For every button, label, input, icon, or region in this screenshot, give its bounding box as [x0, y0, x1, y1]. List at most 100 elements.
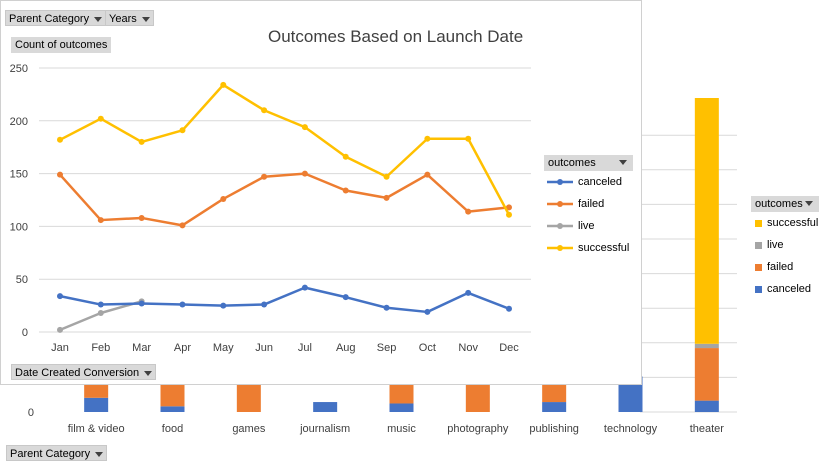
line-legend-item-failed: failed: [544, 193, 633, 215]
parent-category-filter-button[interactable]: Parent Category: [5, 10, 107, 26]
data-point-canceled: [97, 301, 104, 308]
bar-category-label: photography: [447, 423, 509, 435]
data-point-failed: [301, 170, 308, 177]
data-point-successful: [57, 136, 63, 143]
chevron-down-icon: [619, 160, 627, 165]
data-point-successful: [138, 138, 145, 145]
chevron-down-icon: [141, 16, 150, 22]
bar-legend-item-successful: successful: [751, 212, 819, 234]
y-tick-label: 0: [22, 327, 28, 339]
line-legend-title: outcomes: [548, 157, 596, 169]
data-point-successful: [179, 127, 186, 134]
data-point-failed: [261, 173, 268, 180]
legend-swatch-icon: [755, 219, 762, 227]
data-point-successful: [342, 153, 349, 160]
legend-line-marker-icon: [547, 179, 573, 186]
legend-line-marker-icon: [547, 223, 573, 230]
series-line-successful: [59, 83, 511, 216]
data-point-live: [57, 326, 63, 333]
line-legend-item-successful: successful: [544, 237, 633, 259]
bar-category-label: film & video: [68, 423, 125, 435]
data-point-canceled: [138, 300, 145, 307]
date-created-conversion-label: Date Created Conversion: [15, 367, 140, 379]
bar-segment-canceled: [313, 402, 338, 412]
x-tick-label: Jan: [51, 342, 69, 354]
line-legend-header[interactable]: outcomes: [544, 155, 633, 171]
chevron-down-icon: [95, 451, 104, 457]
data-point-successful: [220, 81, 227, 88]
line-chart-plot: 0 50 100 150 200 250 Jan Feb Mar Apr May Jun Jul Aug S…: [10, 63, 531, 354]
legend-line-marker-icon: [547, 245, 573, 252]
legend-label: live: [767, 239, 784, 251]
x-tick-label: Aug: [336, 342, 356, 354]
line-chart-panel: 0 50 100 150 200 250 Jan Feb Mar Apr May Jun Jul Aug S…: [0, 0, 642, 385]
data-point-successful: [424, 135, 431, 142]
bar-legend-title: outcomes: [755, 198, 803, 210]
y-tick-label: 200: [10, 116, 28, 128]
bar-segment-canceled: [542, 402, 567, 412]
x-tick-label: Feb: [91, 342, 110, 354]
bar-category-label: games: [232, 423, 266, 435]
y-tick-label: 100: [10, 221, 28, 233]
legend-line-marker-icon: [547, 201, 573, 208]
y-tick-label: 150: [10, 169, 28, 181]
years-filter-button[interactable]: Years: [105, 10, 154, 26]
data-point-canceled: [342, 294, 349, 301]
x-tick-label: Jun: [255, 342, 273, 354]
x-tick-label: Dec: [499, 342, 519, 354]
bar-legend-item-live: live: [751, 234, 819, 256]
data-point-canceled: [465, 289, 472, 296]
data-point-canceled: [261, 301, 268, 308]
data-point-failed: [465, 208, 472, 215]
data-point-successful: [383, 173, 390, 180]
years-filter-label: Years: [109, 13, 137, 25]
x-tick-label: Jul: [298, 342, 312, 354]
bar-category-label: theater: [690, 423, 725, 435]
data-point-failed: [179, 222, 186, 229]
chevron-down-icon: [805, 201, 813, 206]
legend-label: failed: [578, 198, 605, 210]
parent-category-filter-bottom-label: Parent Category: [10, 448, 91, 460]
chevron-down-icon: [144, 370, 153, 376]
bar-segment-failed: [694, 348, 719, 401]
bar-segment-live: [694, 343, 719, 349]
data-point-successful: [465, 135, 472, 142]
data-point-failed: [383, 194, 390, 201]
data-point-canceled: [57, 293, 63, 300]
legend-label: successful: [767, 217, 819, 229]
data-point-failed: [220, 195, 227, 202]
data-point-failed: [506, 204, 512, 211]
line-chart-legend: outcomes canceled failed live successful: [544, 155, 633, 259]
bar-segment-canceled: [389, 403, 414, 412]
data-point-failed: [97, 217, 104, 224]
data-point-failed: [424, 171, 431, 178]
legend-swatch-icon: [755, 263, 762, 271]
bar-category-label: technology: [604, 423, 658, 435]
x-tick-label: Apr: [174, 342, 191, 354]
legend-label: canceled: [767, 283, 812, 295]
bar-segment-canceled: [160, 406, 185, 412]
parent-category-filter-label: Parent Category: [9, 13, 90, 25]
parent-category-filter-bottom-button[interactable]: Parent Category: [6, 445, 108, 461]
data-point-canceled: [383, 304, 390, 311]
bar-legend-item-canceled: canceled: [751, 278, 819, 300]
data-point-live: [97, 309, 104, 316]
x-tick-label: Sep: [377, 342, 397, 354]
legend-label: failed: [767, 261, 794, 273]
y-tick-label: 50: [16, 274, 28, 286]
line-legend-item-canceled: canceled: [544, 171, 633, 193]
bar-legend-header[interactable]: outcomes: [751, 196, 819, 212]
bar-category-label: music: [387, 423, 416, 435]
x-tick-label: Nov: [458, 342, 478, 354]
bar-chart-legend: outcomes successful live failed canceled: [751, 196, 819, 300]
data-point-failed: [342, 187, 349, 194]
series-line-canceled: [59, 286, 510, 314]
y-axis-field-label: Count of outcomes: [11, 37, 112, 53]
bar-category-label: publishing: [529, 423, 579, 435]
bar-category-label: journalism: [299, 423, 350, 435]
date-created-conversion-button[interactable]: Date Created Conversion: [11, 364, 157, 380]
bar-segment-successful: [694, 98, 719, 344]
legend-label: successful: [578, 242, 630, 254]
data-point-canceled: [179, 301, 186, 308]
